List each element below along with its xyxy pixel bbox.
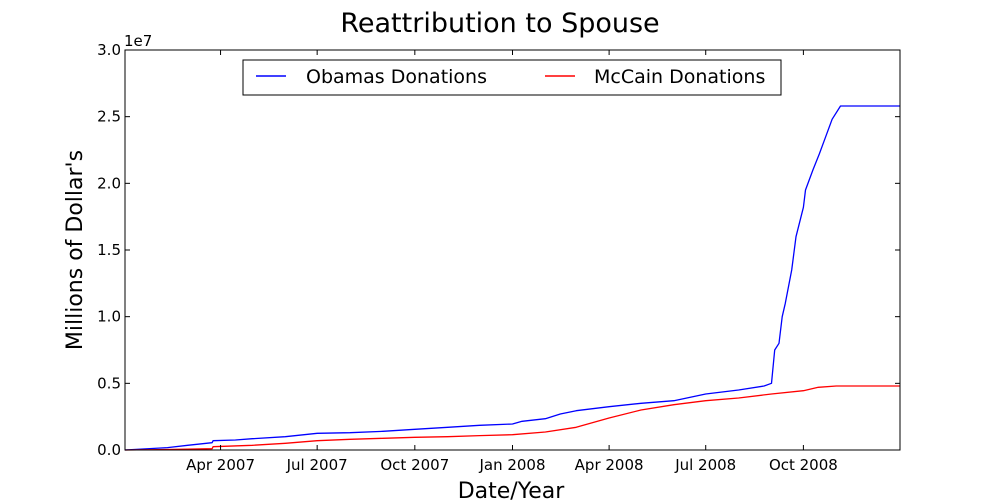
series-line-0 (124, 105, 900, 451)
plot-lines (124, 105, 900, 451)
y-tick-label-5: 2.5 (97, 108, 121, 126)
x-tick-label-2: Oct 2007 (380, 456, 449, 474)
axis-ticks (125, 49, 900, 451)
y-tick-label-1: 0.5 (97, 374, 121, 392)
x-tick-label-3: Jan 2008 (478, 456, 545, 474)
x-tick-label-4: Apr 2008 (575, 456, 644, 474)
tick-labels: Apr 2007 Jul 2007 Oct 2007 Jan 2008 Apr 2008… (97, 41, 838, 474)
x-tick-label-1: Jul 2007 (286, 456, 348, 474)
y-tick-label-6: 3.0 (97, 41, 121, 59)
y-tick-label-0: 0.0 (97, 441, 121, 459)
legend-label-mccain: McCain Donations (594, 66, 765, 88)
x-tick-label-6: Oct 2008 (769, 456, 838, 474)
y-offset-label: 1e7 (124, 32, 152, 50)
chart-title: Reattribution to Spouse (340, 8, 659, 39)
y-tick-label-4: 2.0 (97, 174, 121, 192)
y-axis-title: Millions of Dollar's (63, 150, 88, 350)
x-tick-label-5: Jul 2008 (674, 456, 736, 474)
legend: Obamas Donations McCain Donations (242, 59, 782, 96)
plot-frame (124, 49, 901, 451)
y-tick-label-2: 1.0 (97, 308, 121, 326)
x-axis-title: Date/Year (458, 479, 566, 500)
legend-box (242, 59, 782, 96)
x-tick-label-0: Apr 2007 (186, 456, 255, 474)
legend-label-obama: Obamas Donations (306, 66, 487, 88)
series-line-1 (124, 385, 900, 451)
y-tick-label-3: 1.5 (97, 241, 121, 259)
